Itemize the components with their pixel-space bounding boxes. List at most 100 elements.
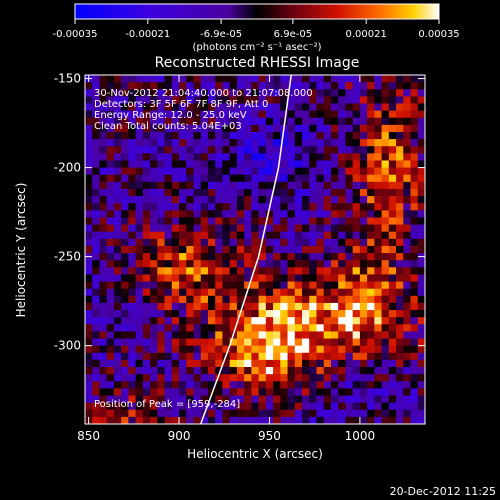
heatmap-cell: [92, 345, 101, 355]
heatmap-cell: [374, 245, 383, 255]
heatmap-cell: [396, 210, 405, 219]
heatmap-cell: [121, 302, 130, 312]
heatmap-cell: [403, 231, 412, 241]
heatmap-cell: [352, 416, 362, 424]
heatmap-cell: [99, 324, 109, 333]
heatmap-cell: [207, 288, 217, 298]
heatmap-cell: [309, 117, 318, 127]
heatmap-cell: [280, 188, 289, 198]
heatmap-cell: [236, 181, 246, 191]
heatmap-cell: [316, 338, 326, 348]
heatmap-cell: [323, 395, 333, 405]
heatmap-cell: [128, 82, 138, 91]
heatmap-cell: [128, 124, 138, 134]
heatmap-cell: [244, 231, 253, 241]
heatmap-cell: [338, 338, 347, 348]
heatmap-cell: [323, 117, 333, 127]
heatmap-cell: [186, 110, 195, 120]
heatmap-cell: [338, 181, 347, 191]
heatmap-cell: [244, 295, 253, 305]
heatmap-cell: [388, 181, 398, 191]
heatmap-cell: [157, 174, 166, 184]
heatmap-cell: [179, 302, 188, 312]
heatmap-cell: [418, 424, 427, 433]
heatmap-cell: [302, 409, 311, 419]
heatmap-cell: [215, 75, 224, 84]
heatmap-cell: [316, 146, 326, 155]
heatmap-cell: [236, 288, 246, 298]
heatmap-cell: [352, 224, 362, 234]
heatmap-cell: [294, 338, 304, 348]
heatmap-cell: [92, 131, 101, 141]
heatmap-cell: [323, 416, 333, 424]
heatmap-cell: [142, 82, 152, 91]
heatmap-cell: [113, 302, 123, 312]
heatmap-cell: [135, 196, 145, 205]
heatmap-cell: [200, 89, 210, 98]
heatmap-cell: [207, 210, 217, 219]
heatmap-cell: [150, 260, 159, 269]
heatmap-cell: [309, 231, 318, 241]
heatmap-cell: [207, 153, 217, 162]
heatmap-cell: [193, 381, 203, 390]
heatmap-cell: [309, 267, 318, 276]
heatmap-cell: [388, 409, 398, 419]
heatmap-cell: [157, 167, 166, 177]
heatmap-cell: [142, 253, 152, 262]
heatmap-cell: [273, 160, 282, 170]
heatmap-cell: [150, 196, 159, 205]
heatmap-cell: [99, 288, 109, 298]
heatmap-cell: [352, 167, 362, 177]
heatmap-cell: [193, 288, 203, 298]
heatmap-cell: [222, 245, 232, 255]
heatmap-cell: [251, 317, 260, 326]
heatmap-cell: [287, 281, 297, 291]
heatmap-cell: [251, 310, 260, 319]
heatmap-cell: [273, 288, 282, 298]
heatmap-cell: [200, 217, 210, 227]
heatmap-cell: [135, 267, 145, 276]
heatmap-cell: [417, 331, 425, 341]
heatmap-cell: [287, 153, 297, 162]
heatmap-cell: [142, 181, 152, 191]
heatmap-cell: [273, 374, 282, 383]
heatmap-cell: [222, 203, 232, 212]
heatmap-cell: [388, 331, 398, 341]
heatmap-cell: [186, 181, 195, 191]
heatmap-cell: [265, 367, 275, 376]
heatmap-cell: [236, 124, 246, 134]
heatmap-cell: [367, 352, 376, 362]
heatmap-cell: [345, 167, 355, 177]
heatmap-cell: [302, 381, 311, 390]
heatmap-cell: [338, 117, 347, 127]
heatmap-cell: [229, 338, 239, 348]
heatmap-cell: [330, 96, 340, 105]
heatmap-cell: [251, 210, 260, 219]
heatmap-cell: [171, 203, 181, 212]
heatmap-cell: [215, 253, 224, 262]
heatmap-cell: [171, 245, 181, 255]
heatmap-cell: [157, 324, 166, 333]
heatmap-cell: [200, 281, 210, 291]
footer-timestamp: 20-Dec-2012 11:25: [390, 485, 496, 498]
heatmap-cell: [330, 274, 340, 284]
heatmap-cell: [309, 352, 318, 362]
heatmap-cell: [388, 124, 398, 134]
heatmap-cell: [135, 217, 145, 227]
heatmap-cell: [273, 338, 282, 348]
heatmap-cell: [381, 281, 391, 291]
heatmap-cell: [236, 196, 246, 205]
heatmap-cell: [135, 167, 145, 177]
heatmap-cell: [236, 302, 246, 312]
heatmap-cell: [251, 281, 260, 291]
heatmap-cell: [374, 381, 383, 390]
heatmap-cell: [302, 402, 311, 412]
heatmap-cell: [251, 381, 260, 390]
heatmap-cell: [323, 89, 333, 98]
heatmap-cell: [229, 359, 239, 369]
heatmap-cell: [287, 181, 297, 191]
heatmap-cell: [106, 103, 116, 113]
heatmap-cell: [359, 131, 369, 141]
heatmap-cell: [113, 395, 123, 405]
heatmap-cell: [345, 196, 355, 205]
